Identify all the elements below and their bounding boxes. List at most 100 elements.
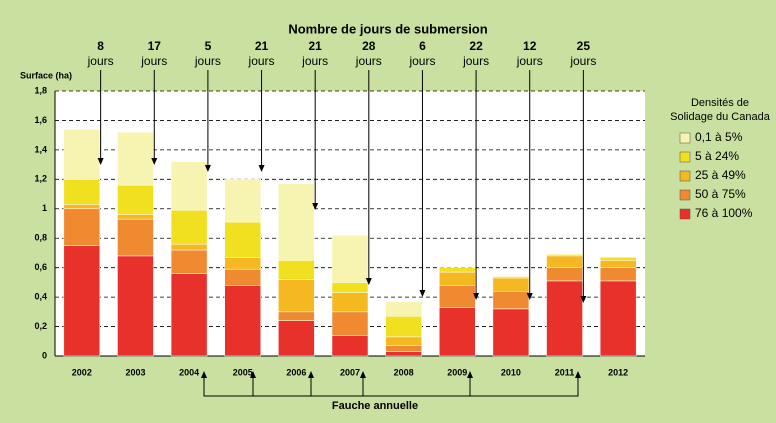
- y-tick-label: 0,4: [34, 291, 47, 301]
- arrow-head: [250, 371, 256, 378]
- arrow-head: [151, 158, 158, 165]
- x-tick-label: 2008: [394, 367, 414, 377]
- days-unit: jours: [516, 54, 543, 68]
- y-tick-label: 1,8: [34, 85, 47, 95]
- mowing-label: Fauche annuelle: [332, 400, 418, 412]
- x-tick-label: 2010: [501, 367, 521, 377]
- bar-segment: [170, 249, 208, 274]
- bar-segment: [492, 277, 530, 292]
- arrow-head: [97, 158, 104, 165]
- x-tick-label: 2009: [447, 367, 467, 377]
- days-unit: jours: [248, 54, 275, 68]
- legend-label: 76 à 100%: [695, 206, 753, 220]
- arrow-head: [204, 165, 211, 172]
- bar-segment: [278, 311, 315, 321]
- y-tick-label: 0: [42, 350, 47, 360]
- days-unit: jours: [87, 54, 114, 68]
- y-tick-label: 0,2: [34, 321, 47, 331]
- bar-segment: [63, 204, 101, 210]
- y-tick-label: 1,6: [34, 115, 47, 125]
- bar-segment: [170, 161, 208, 211]
- arrow-head: [419, 290, 426, 297]
- arrow-head: [473, 293, 480, 300]
- legend-swatch: [679, 132, 691, 144]
- x-tick-label: 2002: [72, 367, 92, 377]
- days-unit: jours: [569, 54, 596, 68]
- legend-label: 50 à 75%: [695, 187, 746, 201]
- chart-title: Nombre de jours de submersion: [288, 21, 487, 36]
- bar-segment: [331, 282, 369, 293]
- mowing: [203, 378, 579, 397]
- y-tick-label: 1,4: [34, 144, 47, 154]
- bar-segment: [385, 316, 422, 338]
- days-value: 8: [97, 39, 104, 53]
- legend-swatch: [679, 170, 691, 182]
- days-unit: jours: [194, 54, 221, 68]
- days-value: 12: [523, 39, 537, 53]
- legend-swatch: [679, 208, 691, 220]
- bar-segment: [599, 267, 637, 282]
- bar-segment: [278, 260, 315, 280]
- arrow-head: [360, 371, 366, 378]
- bar-segment: [546, 267, 583, 282]
- days-value: 5: [205, 39, 212, 53]
- bar-segment: [546, 280, 583, 357]
- bar-segment: [117, 214, 154, 220]
- bar-segment: [63, 179, 101, 205]
- bar-segment: [385, 301, 422, 317]
- arrow-head: [575, 371, 581, 378]
- arrow-head: [258, 165, 265, 172]
- bar-segment: [224, 285, 261, 357]
- days-value: 22: [469, 39, 483, 53]
- legend-swatch: [679, 151, 691, 163]
- days-unit: jours: [462, 54, 489, 68]
- bar-segment: [117, 255, 154, 357]
- bar-segment: [439, 267, 476, 273]
- days-value: 25: [577, 39, 591, 53]
- bar-segment: [224, 268, 261, 286]
- days-value: 6: [419, 39, 426, 53]
- bar-segment: [492, 308, 530, 357]
- x-tick-label: 2003: [125, 367, 145, 377]
- bar-segment: [278, 320, 315, 357]
- bar-segment: [599, 260, 637, 268]
- y-tick-label: 0,6: [34, 262, 47, 272]
- bar-segment: [439, 285, 476, 308]
- legend-label: 0,1 à 5%: [695, 130, 743, 144]
- bar-segment: [117, 131, 154, 186]
- days-unit: jours: [408, 54, 435, 68]
- bar-segment: [331, 311, 369, 336]
- bar-segment: [439, 307, 476, 357]
- bar-segment: [331, 235, 369, 283]
- bar-segment: [224, 257, 261, 270]
- legend-title: Densités de Solidage du Canada: [670, 97, 771, 123]
- bar-segment: [278, 279, 315, 313]
- arrow-head: [580, 296, 587, 303]
- days-value: 21: [255, 39, 269, 53]
- bar-segment: [385, 345, 422, 352]
- bar-segment: [331, 292, 369, 313]
- bar-segment: [63, 129, 101, 180]
- bar-segment: [546, 255, 583, 268]
- arrow-head: [308, 371, 314, 378]
- days-unit: jours: [140, 54, 167, 68]
- bar-segment: [385, 351, 422, 357]
- x-tick-label: 2011: [555, 367, 575, 377]
- bar-segment: [278, 183, 315, 261]
- arrow-head: [201, 371, 207, 378]
- bar-segment: [170, 210, 208, 245]
- y-tick-label: 1,2: [34, 174, 47, 184]
- y-tick-label: 1: [42, 203, 47, 213]
- y-axis-label: Surface (ha): [20, 70, 72, 80]
- bar-segment: [224, 179, 261, 223]
- bar-segment: [117, 218, 154, 257]
- legend-swatch: [679, 189, 691, 201]
- bracket: [203, 378, 579, 397]
- bar-segment: [117, 184, 154, 215]
- bar-segment: [492, 276, 530, 279]
- bar-segment: [63, 208, 101, 246]
- bar-segment: [63, 245, 101, 357]
- bar-segment: [546, 254, 583, 257]
- days-value: 17: [148, 39, 162, 53]
